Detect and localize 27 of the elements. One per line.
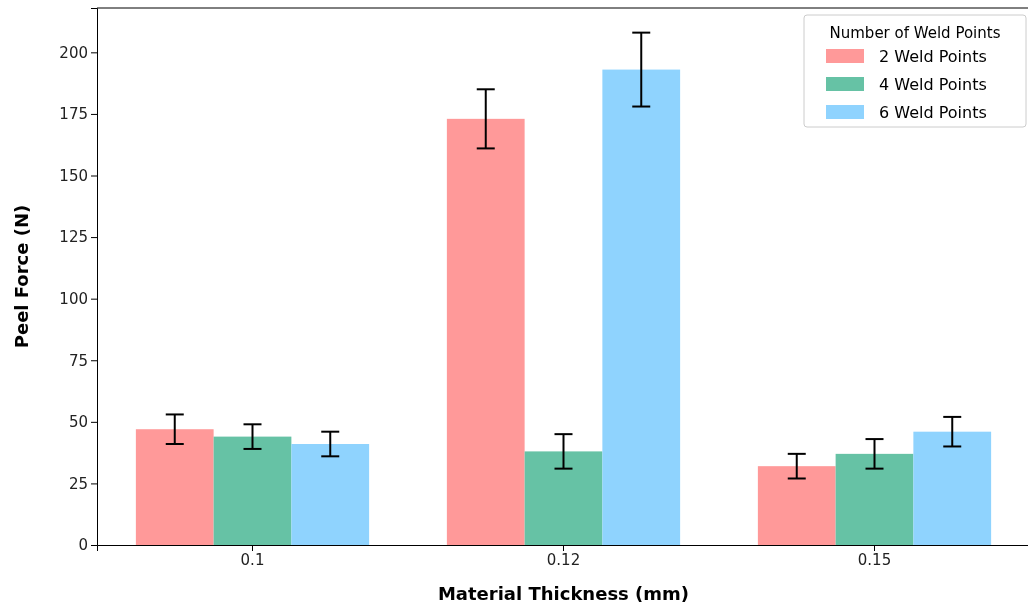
bar	[135, 429, 214, 545]
y-tick-label: 0	[78, 536, 88, 555]
y-tick-label: 125	[59, 228, 88, 247]
bar	[446, 118, 525, 545]
bar	[602, 69, 681, 545]
legend-label: 4 Weld Points	[879, 75, 987, 94]
bar	[835, 453, 914, 545]
y-tick-label: 25	[68, 474, 88, 493]
y-tick-label: 100	[59, 289, 88, 308]
y-tick-label: 75	[68, 351, 88, 370]
legend-label: 6 Weld Points	[879, 103, 987, 122]
legend-title: Number of Weld Points	[829, 24, 1001, 42]
bar	[913, 431, 992, 545]
y-axis-title: Peel Force (N)	[11, 204, 32, 349]
x-tick-label: 0.15	[857, 550, 892, 569]
y-tick-label: 175	[59, 105, 88, 124]
x-tick-label: 0.1	[240, 550, 265, 569]
bar	[524, 451, 603, 545]
x-tick-label: 0.12	[546, 550, 581, 569]
bar	[757, 466, 836, 545]
y-tick-label: 150	[59, 166, 88, 185]
y-tick-label: 50	[68, 413, 88, 432]
x-axis-title: Material Thickness (mm)	[437, 583, 690, 604]
legend-label: 2 Weld Points	[879, 47, 987, 66]
bar	[291, 444, 370, 545]
bar	[213, 436, 292, 545]
y-tick-label: 200	[59, 43, 88, 62]
